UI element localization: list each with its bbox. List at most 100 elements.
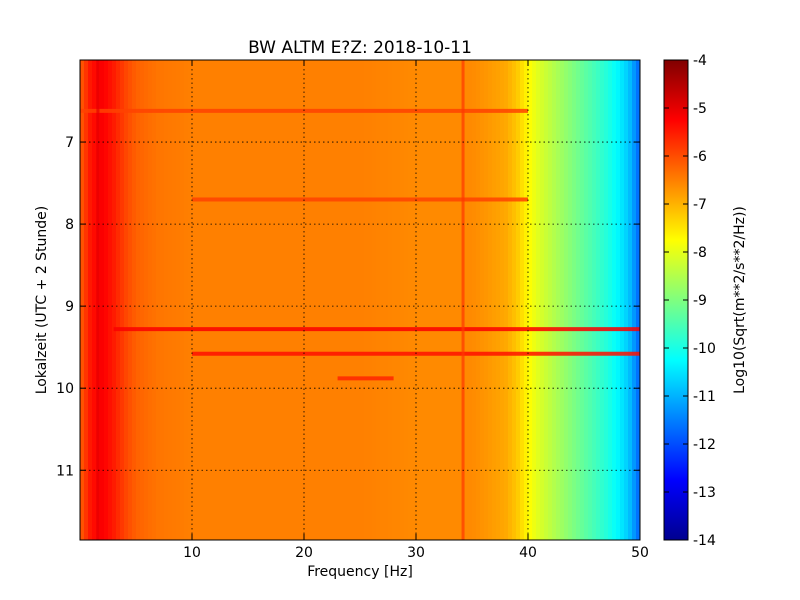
heatmap-column [232,60,237,540]
heatmap-column [364,60,369,540]
heatmap-column [104,60,109,540]
heatmap-column [184,60,189,540]
heatmap-column [200,60,205,540]
heatmap-column [576,60,581,540]
heatmap-column [84,60,89,540]
heatmap-column [300,60,305,540]
heatmap-column [304,60,309,540]
x-axis-title: Frequency [Hz] [307,564,413,580]
heatmap-column [624,60,629,540]
heatmap-column [480,60,485,540]
heatmap-column [476,60,481,540]
heatmap-column [240,60,245,540]
heatmap-column [228,60,233,540]
heatmap-column [384,60,389,540]
heatmap-column [568,60,573,540]
heatmap-column [516,60,521,540]
heatmap-column [560,60,565,540]
heatmap-column [180,60,185,540]
heatmap-column [548,60,553,540]
heatmap-column [352,60,357,540]
heatmap-column [188,60,193,540]
y-axis-ticks: 7 8 9 10 11 [56,135,640,479]
heatmap-column [448,60,453,540]
heatmap-column [160,60,165,540]
heatmap-column [604,60,609,540]
heatmap-column [264,60,269,540]
heatmap-column [452,60,457,540]
heatmap-column [620,60,625,540]
heatmap-column [428,60,433,540]
heatmap-column [592,60,597,540]
heatmap-column [520,60,525,540]
heatmap-column [276,60,281,540]
heatmap-column [320,60,325,540]
heatmap-column [128,60,133,540]
heatmap-column [500,60,505,540]
heatmap-column [100,60,105,540]
heatmap-column [464,60,469,540]
x-axis-ticks: 10 20 30 40 50 [183,60,649,561]
heatmap-column [396,60,401,540]
heatmap-column [504,60,509,540]
heatmap-column [80,60,85,540]
heatmap-column [572,60,577,540]
heatmap-column [540,60,545,540]
heatmap-column [392,60,397,540]
heatmap-column [584,60,589,540]
heatmap-column [436,60,441,540]
vertical-feature [461,60,465,540]
y-tick-label: 9 [65,299,74,315]
colorbar-tick-label: -5 [693,101,707,117]
y-tick-label: 8 [65,217,74,233]
heatmap-column [176,60,181,540]
heatmap-column [136,60,141,540]
horizontal-feature [192,197,528,202]
colorbar-tick-label: -12 [693,437,716,453]
heatmap-column [196,60,201,540]
colorbar-tick-label: -8 [693,245,707,261]
heatmap-column [192,60,197,540]
colorbar-tick-label: -9 [693,293,707,309]
heatmap-column [220,60,225,540]
heatmap-column [580,60,585,540]
x-tick-label: 10 [183,545,201,561]
heatmap-column [544,60,549,540]
heatmap-column [340,60,345,540]
heatmap-column [444,60,449,540]
heatmap-column [168,60,173,540]
heatmap-column [528,60,533,540]
heatmap-column [116,60,121,540]
heatmap-column [632,60,637,540]
heatmap-column [496,60,501,540]
heatmap-column [312,60,317,540]
heatmap-column [412,60,417,540]
horizontal-feature [337,376,394,381]
heatmap-column [208,60,213,540]
heatmap-column [536,60,541,540]
heatmap-column [388,60,393,540]
vertical-feature [96,60,100,540]
heatmap-column [348,60,353,540]
heatmap-column [268,60,273,540]
y-axis-title: Lokalzeit (UTC + 2 Stunde) [34,206,50,395]
heatmap-column [112,60,117,540]
heatmap-column [172,60,177,540]
heatmap-column [148,60,153,540]
heatmap-column [204,60,209,540]
colorbar-tick-label: -6 [693,149,707,165]
heatmap-column [484,60,489,540]
colorbar-label: Log10(Sqrt(m**2/s**2/Hz)) [732,206,748,394]
heatmap-column [588,60,593,540]
heatmap-column [140,60,145,540]
heatmap-column [236,60,241,540]
horizontal-feature [113,327,640,332]
x-tick-label: 30 [407,545,425,561]
heatmap-columns [80,60,640,540]
heatmap-column [332,60,337,540]
heatmap-column [288,60,293,540]
heatmap-column [260,60,265,540]
heatmap-column [564,60,569,540]
heatmap-column [608,60,613,540]
heatmap-column [144,60,149,540]
